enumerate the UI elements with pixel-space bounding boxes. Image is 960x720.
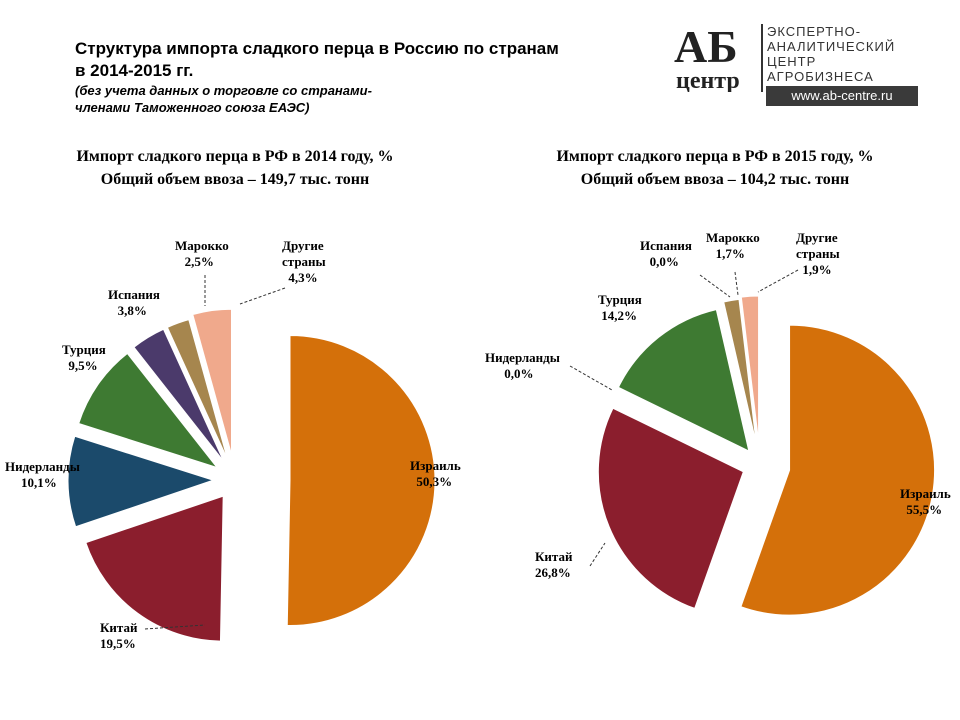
pie-slice-other bbox=[192, 308, 232, 455]
page-title-line-1: Структура импорта сладкого перца в Росси… bbox=[75, 39, 559, 58]
leader-line-netherlands bbox=[569, 365, 613, 391]
logo-line-3: ЦЕНТР bbox=[767, 54, 817, 69]
ab-centre-logo: АБ центр ЭКСПЕРТНО- АНАЛИТИЧЕСКИЙ ЦЕНТР … bbox=[672, 22, 922, 108]
leader-line-spain bbox=[699, 274, 731, 298]
leader-line-china bbox=[144, 624, 206, 630]
label-turkey: Турция 14,2% bbox=[598, 292, 642, 323]
page-title-line-2: в 2014-2015 гг. bbox=[75, 61, 194, 80]
chart-2014-title: Импорт сладкого перца в РФ в 2014 году, … bbox=[15, 145, 455, 191]
page-subtitle-line-2: членами Таможенного союза ЕАЭС) bbox=[75, 100, 310, 115]
label-netherlands: Нидерланды 10,1% bbox=[5, 459, 80, 490]
pie-slice-turkey bbox=[78, 352, 219, 469]
label-morocco: Марокко 1,7% bbox=[706, 230, 760, 261]
page-subtitle-line-1: (без учета данных о торговле со странами… bbox=[75, 83, 372, 98]
page-title: Структура импорта сладкого перца в Росси… bbox=[75, 38, 635, 82]
ab-logo-mark: АБ центр bbox=[674, 22, 763, 92]
pie-slice-spain bbox=[133, 328, 225, 462]
chart-2015-title-line: Импорт сладкого перца в РФ в 2015 году, … bbox=[556, 148, 874, 165]
leader-line-other bbox=[239, 287, 286, 305]
label-spain: Испания 0,0% bbox=[640, 238, 692, 269]
page-subtitle: (без учета данных о торговле со странами… bbox=[75, 82, 495, 116]
label-israel: Израиль 50,3% bbox=[410, 458, 461, 489]
leader-line-other bbox=[757, 269, 799, 293]
label-other: Другие страны 4,3% bbox=[282, 238, 326, 285]
label-china: Китай 19,5% bbox=[100, 620, 138, 651]
logo-line-2: АНАЛИТИЧЕСКИЙ bbox=[767, 39, 896, 54]
logo-mark-bottom: центр bbox=[676, 68, 740, 92]
pie-slice-morocco bbox=[166, 318, 228, 460]
logo-text: ЭКСПЕРТНО- АНАЛИТИЧЕСКИЙ ЦЕНТР АГРОБИЗНЕ… bbox=[767, 24, 895, 84]
leader-line-morocco bbox=[734, 271, 739, 296]
chart-2015-title: Импорт сладкого перца в РФ в 2015 году, … bbox=[495, 145, 935, 191]
logo-line-4: АГРОБИЗНЕСА bbox=[767, 69, 874, 84]
label-israel: Израиль 55,5% bbox=[900, 486, 951, 517]
pie-slice-turkey bbox=[617, 308, 750, 452]
chart-2014-subtitle-line: Общий объем ввоза – 149,7 тыс. тонн bbox=[100, 171, 370, 188]
pie-chart-2014: Израиль 50,3% Китай 19,5% Нидерланды 10,1% Тур… bbox=[5, 238, 461, 651]
label-morocco: Марокко 2,5% bbox=[175, 238, 229, 269]
logo-line-1: ЭКСПЕРТНО- bbox=[767, 24, 862, 39]
pie-slice-israel bbox=[740, 324, 936, 616]
logo-mark-top: АБ bbox=[674, 22, 738, 72]
label-netherlands: Нидерланды 0,0% bbox=[485, 350, 560, 381]
label-china: Китай 26,8% bbox=[535, 549, 573, 580]
pie-slice-netherlands bbox=[67, 435, 215, 528]
label-spain: Испания 3,8% bbox=[108, 287, 160, 318]
label-other: Другие страны 1,9% bbox=[796, 230, 840, 277]
pie-slice-china bbox=[85, 495, 224, 642]
label-turkey: Турция 9,5% bbox=[62, 342, 106, 373]
pie-slice-israel bbox=[286, 335, 436, 627]
chart-2015-subtitle-line: Общий объем ввоза – 104,2 тыс. тонн bbox=[580, 171, 850, 188]
pie-slice-other bbox=[740, 295, 760, 442]
pie-slice-morocco bbox=[723, 298, 757, 444]
logo-url: www.ab-centre.ru bbox=[766, 86, 918, 106]
leader-line-china bbox=[589, 542, 606, 567]
pie-slice-china bbox=[597, 407, 744, 610]
chart-2014-title-line: Импорт сладкого перца в РФ в 2014 году, … bbox=[76, 148, 394, 165]
